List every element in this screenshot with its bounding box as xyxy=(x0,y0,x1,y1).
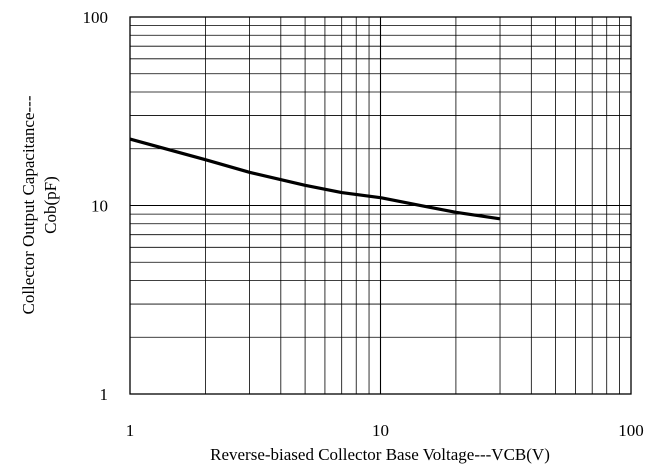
y-axis-label: Collector Output Capacitance--- Cob(pF) xyxy=(19,95,60,314)
y-tick-label: 1 xyxy=(100,385,109,404)
series-layer xyxy=(130,139,500,219)
x-axis-label: Reverse-biased Collector Base Voltage---… xyxy=(210,445,550,464)
y-axis-label-line-2: Cob(pF) xyxy=(41,176,60,234)
x-tick-label: 1 xyxy=(126,421,135,440)
y-axis-label-line-1: Collector Output Capacitance--- xyxy=(19,95,38,314)
x-tick-label: 10 xyxy=(372,421,389,440)
y-tick-label: 100 xyxy=(83,8,109,27)
grid xyxy=(130,17,631,394)
series-line xyxy=(130,139,500,219)
y-tick-label: 10 xyxy=(91,197,108,216)
x-tick-label: 100 xyxy=(618,421,644,440)
